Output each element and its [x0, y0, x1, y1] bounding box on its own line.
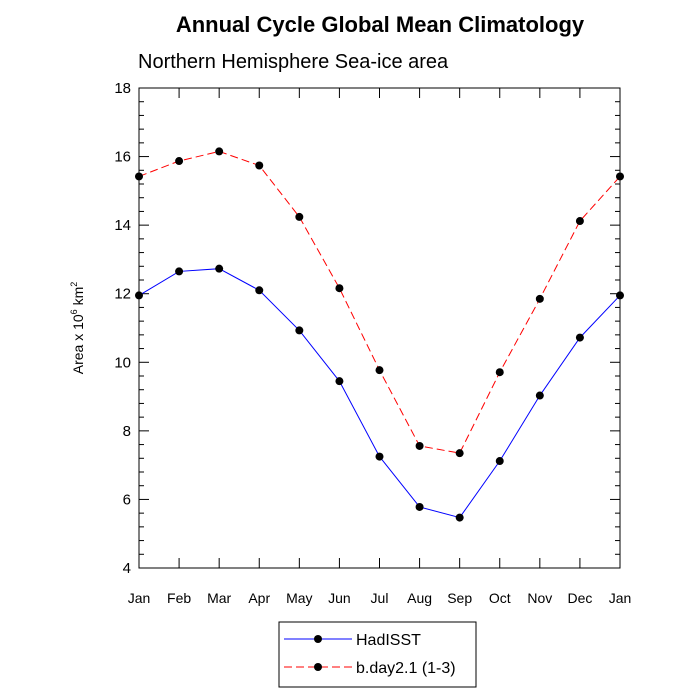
y-axis-label: Area x 106 km2 [69, 282, 86, 375]
y-tick-label: 12 [114, 286, 131, 303]
data-point [616, 291, 624, 300]
x-tick-label: Jan [128, 590, 151, 606]
y-tick-label: 18 [114, 80, 131, 97]
y-tick-label: 8 [123, 423, 131, 440]
chart-title: Annual Cycle Global Mean Climatology [176, 12, 585, 37]
chart-subtitle: Northern Hemisphere Sea-ice area [138, 51, 449, 73]
data-point [295, 326, 304, 335]
data-point [295, 212, 304, 221]
x-tick-label: Nov [527, 590, 552, 606]
plot-frame [138, 87, 621, 569]
x-tick-label: Apr [248, 590, 270, 606]
data-point [415, 502, 424, 511]
data-point [135, 172, 143, 181]
data-point [535, 391, 544, 400]
data-point [495, 368, 504, 377]
data-point [255, 286, 264, 295]
data-point [495, 457, 504, 466]
x-tick-labels: Jan Feb Mar Apr May Jun Jul Aug Sep Oct Nov Dec Jan [128, 590, 632, 606]
x-tick-label: Oct [489, 590, 511, 606]
x-tick-label: Dec [567, 590, 592, 606]
y-axis-label-exponent: 6 [69, 309, 79, 314]
legend-marker [314, 663, 322, 671]
y-tick-label: 14 [114, 217, 131, 234]
legend-marker [314, 635, 322, 643]
x-tick-label: Aug [407, 590, 432, 606]
x-tick-label: Mar [207, 590, 231, 606]
data-point [535, 294, 544, 303]
y-tick-labels: 4 6 8 10 12 14 16 18 [114, 80, 131, 577]
y-axis-label-unit-exponent: 2 [69, 282, 79, 287]
data-point [415, 441, 424, 450]
legend-box [278, 621, 477, 688]
x-tick-label: Jul [371, 590, 389, 606]
data-point [135, 291, 143, 300]
legend-label: HadISST [356, 632, 421, 649]
y-tick-label: 16 [114, 149, 131, 166]
data-point [375, 366, 384, 375]
legend-entries: HadISST b.day2.1 (1-3) [284, 632, 456, 677]
data-point [575, 217, 584, 226]
data-point [215, 264, 224, 273]
data-point [175, 157, 184, 166]
data-point [215, 147, 224, 156]
legend: HadISST b.day2.1 (1-3) [278, 621, 477, 688]
axis-ticks [138, 87, 621, 569]
data-point [335, 377, 344, 386]
data-point [335, 284, 344, 293]
series-1 [135, 264, 624, 522]
data-point [575, 333, 584, 342]
data-point [175, 267, 184, 276]
y-axis-label-unit-text: km [70, 287, 86, 306]
data-point [455, 449, 464, 458]
y-axis-label-prefix: Area x 10 [70, 314, 86, 374]
data-point [375, 452, 384, 461]
y-tick-label: 10 [114, 354, 131, 371]
data-point [255, 161, 264, 170]
series-2 [135, 147, 624, 458]
series-line [138, 268, 621, 519]
x-tick-label: Jun [328, 590, 351, 606]
y-tick-label: 4 [123, 560, 131, 577]
series-line [138, 150, 621, 454]
x-tick-label: May [286, 590, 312, 606]
data-point [455, 513, 464, 522]
x-tick-label: Feb [167, 590, 191, 606]
data-point [616, 172, 624, 181]
y-tick-label: 6 [123, 491, 131, 508]
legend-label: b.day2.1 (1-3) [356, 660, 456, 677]
x-tick-label: Sep [447, 590, 472, 606]
series-layer [135, 147, 624, 522]
plot-area: 4 6 8 10 12 14 16 18 Jan Feb Mar Apr May Jun Jul Aug Se… [114, 80, 631, 606]
x-tick-label: Jan [609, 590, 632, 606]
